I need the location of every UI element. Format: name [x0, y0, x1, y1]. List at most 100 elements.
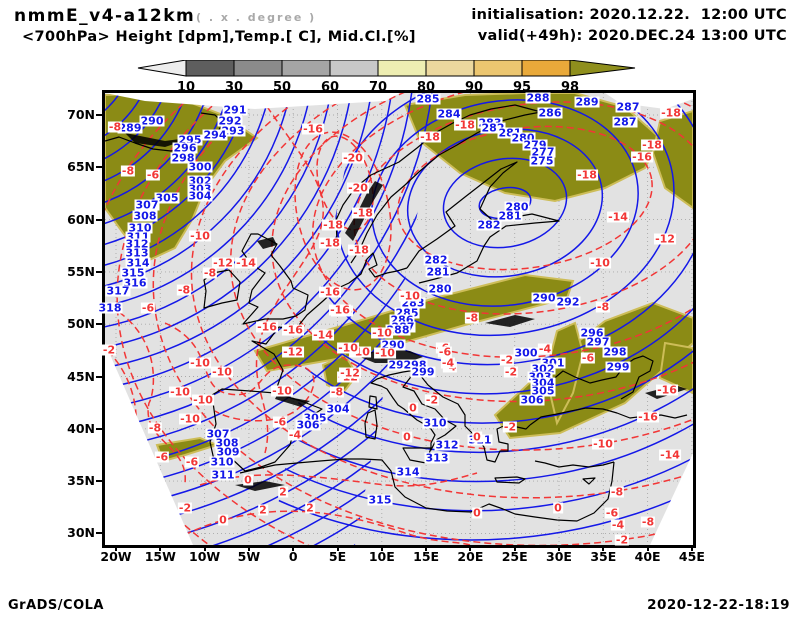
temp-contour-label: -2 [503, 365, 519, 379]
temp-contour-label: -6 [154, 450, 170, 464]
lat-label: 30N [67, 525, 95, 541]
height-contour-label: 312 [434, 438, 460, 452]
temp-contour-label: -8 [464, 311, 480, 325]
temp-contour-label: -12 [339, 366, 361, 380]
temp-contour-label: -14 [607, 210, 629, 224]
temp-contour-label: -14 [659, 448, 681, 462]
height-contour-label: 293 [220, 124, 246, 138]
colorbar-segment [233, 59, 283, 77]
height-contour-label: 302 [530, 362, 556, 376]
height-contour-label: 310 [422, 416, 448, 430]
temp-contour-label: -6 [272, 415, 288, 429]
height-contour-label: 299 [605, 360, 631, 374]
lon-tick [646, 545, 649, 551]
height-contour-label: 286 [389, 313, 415, 327]
height-contour-label: 297 [585, 335, 611, 349]
lon-label: 40E [634, 549, 661, 564]
height-contour-label: 305 [154, 191, 180, 205]
temp-contour-label: 2 [258, 503, 268, 517]
lat-tick [96, 166, 102, 169]
temp-contour-label: -10 [169, 385, 191, 399]
height-contour-label: 304 [530, 376, 556, 390]
height-contour-label: 317 [105, 284, 131, 298]
temp-contour-label: -18 [322, 218, 344, 232]
height-contour-label: 295 [177, 133, 203, 147]
temp-contour-label: -4 [610, 518, 626, 532]
height-contour-label: 296 [579, 326, 605, 340]
temp-contour-label: -18 [641, 138, 663, 152]
height-contour-label: 306 [295, 418, 321, 432]
cloud-cover-colorbar: 10 30 50 60 70 80 90 95 98 [137, 59, 637, 95]
lon-tick [380, 545, 383, 551]
colorbar-segment [377, 59, 427, 77]
temp-contour-label: -16 [256, 320, 278, 334]
lat-tick [96, 270, 102, 273]
temp-contour-label: -2 [177, 501, 193, 515]
temp-contour-label: -4 [537, 342, 553, 356]
temp-contour-label: -8 [107, 120, 123, 134]
lat-label: 65N [67, 159, 95, 175]
lon-label: 10W [189, 549, 221, 564]
temp-contour-label: 0 [408, 401, 418, 415]
lon-label: 35E [590, 549, 617, 564]
temp-contour-label: -10 [589, 256, 611, 270]
temp-contour-label: -8 [147, 421, 163, 435]
height-contour-label: 300 [187, 160, 213, 174]
height-contour-label: 318 [97, 301, 123, 315]
height-contour-label: 298 [170, 151, 196, 165]
height-contour-label: 285 [394, 306, 420, 320]
lon-tick [292, 545, 295, 551]
temp-contour-label: -18 [352, 206, 374, 220]
temp-contour-label: -8 [609, 485, 625, 499]
height-contour-label: 313 [124, 246, 150, 260]
temp-contour-label: -2 [614, 533, 630, 547]
temp-contour-label: -16 [637, 410, 659, 424]
lon-label: 5W [237, 549, 261, 564]
height-contour-label: 294 [202, 128, 228, 142]
lon-label: 45E [678, 549, 705, 564]
model-name: nmmE_v4-a12km [14, 6, 196, 26]
lat-tick [96, 323, 102, 326]
temp-contour-label: -20 [347, 181, 369, 195]
valid-time: valid(+49h): 2020.DEC.24 13:00 UTC [477, 28, 787, 44]
lat-label: 60N [67, 211, 95, 227]
height-contour-label: 280 [504, 200, 530, 214]
out-of-domain-region [105, 93, 693, 545]
temp-contour-label: 0 [402, 430, 412, 444]
height-contour-label: 280 [510, 131, 536, 145]
colorbar-segment [473, 59, 523, 77]
temp-contour-label: 2 [305, 501, 315, 515]
height-contour-label: 315 [120, 266, 146, 280]
lon-tick [690, 545, 693, 551]
temp-contour-label: -6 [145, 168, 161, 182]
height-contour-label: 281 [497, 127, 523, 139]
temp-contour-label: -18 [319, 236, 341, 250]
height-contour-label: 275 [529, 154, 555, 168]
height-contour-label: 290 [139, 114, 165, 128]
temp-contour-label: -8 [640, 515, 656, 529]
temp-contour-label: -10 [189, 229, 211, 243]
colorbar-svg: 10 30 50 60 70 80 90 95 98 [137, 59, 636, 95]
temp-contour-label: -18 [576, 168, 598, 182]
height-contour-label: 288 [385, 323, 411, 337]
lon-tick [203, 545, 206, 551]
creation-timestamp: 2020-12-22-18:19 [647, 597, 790, 613]
height-contour-label: 307 [134, 198, 160, 212]
temp-contour-label: 0 [243, 473, 253, 487]
temp-contour-label: -6 [184, 455, 200, 469]
temp-contour-label: -8 [329, 385, 345, 399]
height-contour-label: 305 [302, 411, 328, 425]
temp-contour-label: -6 [437, 345, 453, 359]
height-contour-label: 289 [117, 121, 143, 135]
temp-contour-label: -10 [371, 326, 393, 340]
height-contour-label: 282 [476, 218, 502, 232]
height-contour-label: 291 [222, 103, 248, 117]
height-contour-label: 303 [527, 371, 553, 383]
temp-contour-label: -2 [502, 420, 518, 434]
temp-contour-label: -2 [424, 393, 440, 407]
height-contour-label: 308 [214, 436, 240, 450]
height-contour-label: 298 [602, 345, 628, 359]
temp-contour-label: 0 [553, 501, 563, 515]
lon-tick [513, 545, 516, 551]
height-contour-label: 304 [325, 402, 351, 416]
